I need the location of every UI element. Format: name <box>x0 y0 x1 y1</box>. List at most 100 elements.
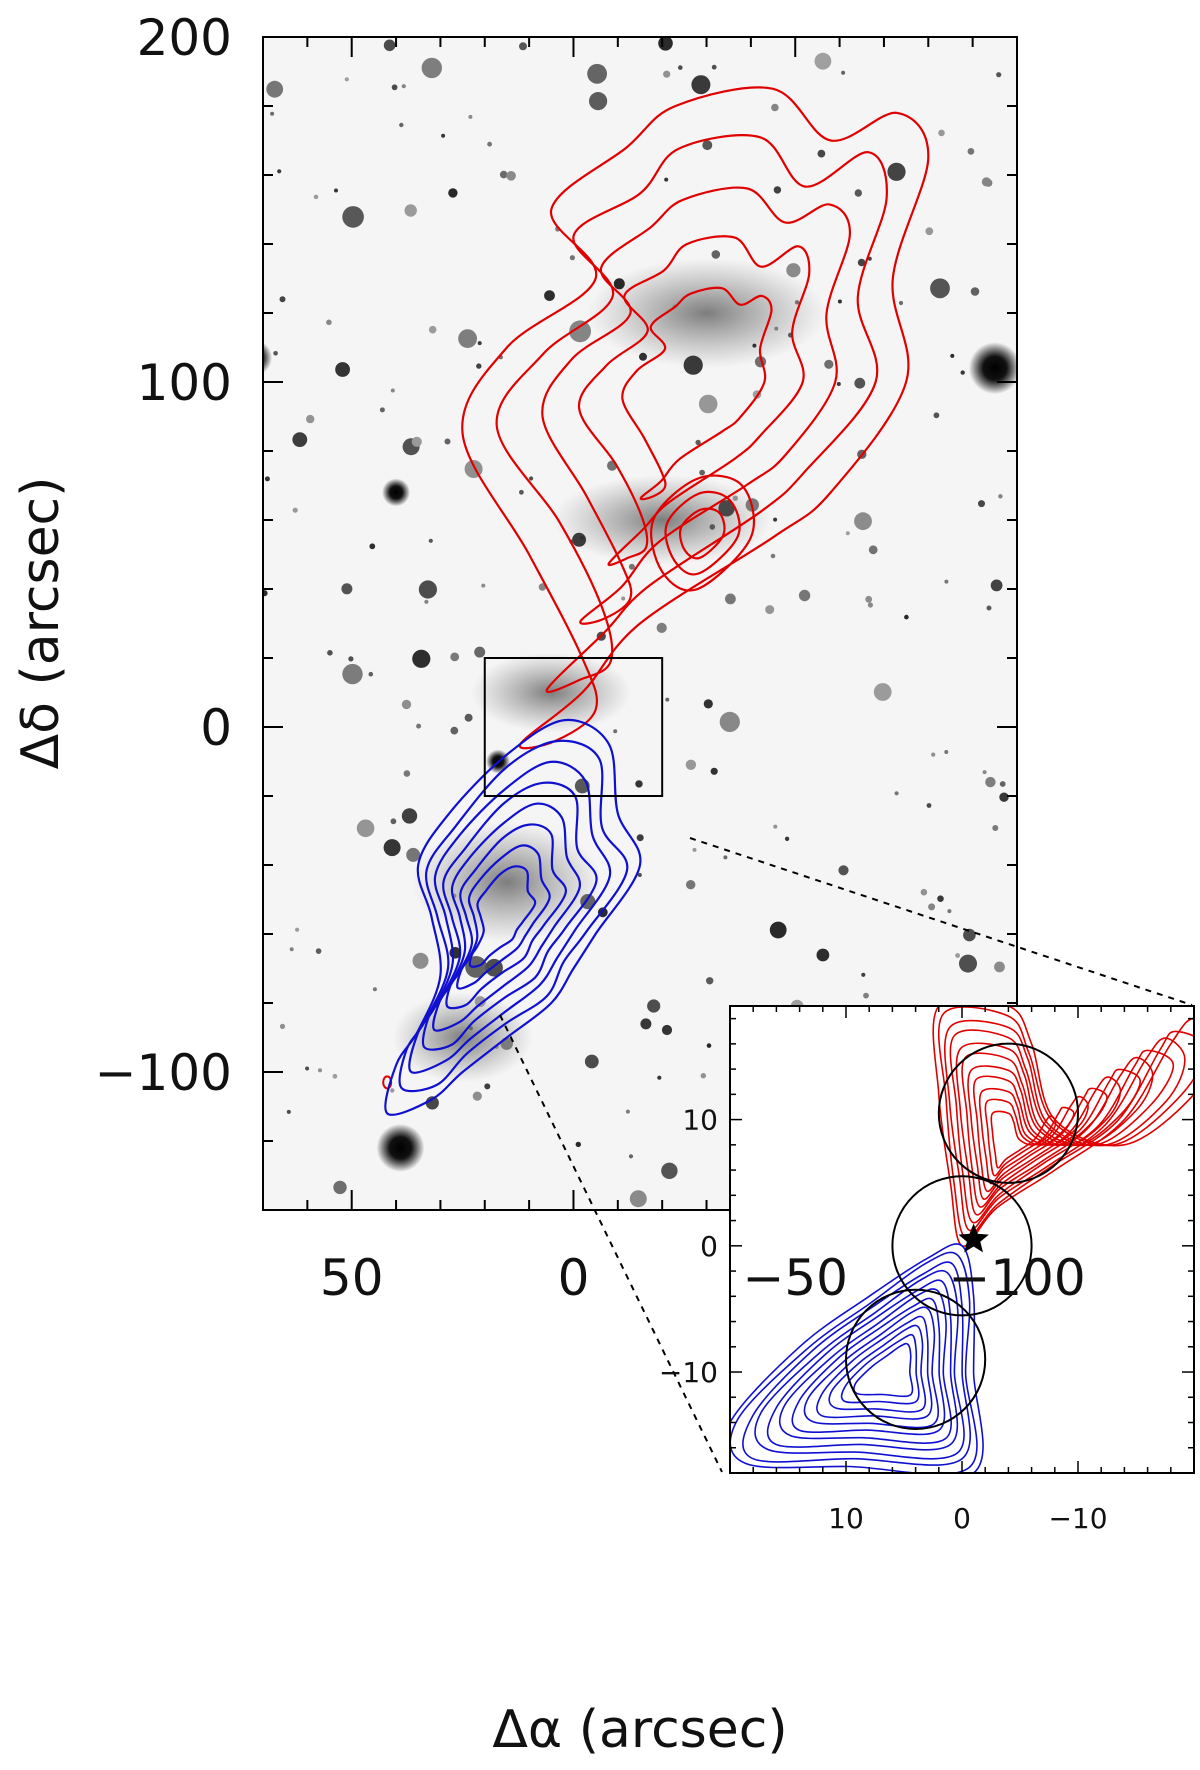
field-star <box>699 469 705 476</box>
bright-star <box>376 1123 425 1172</box>
field-star <box>798 589 811 602</box>
field-star <box>379 407 385 413</box>
field-star <box>963 928 976 942</box>
blue-contour <box>456 844 551 990</box>
field-star <box>999 781 1006 787</box>
field-star <box>904 614 909 620</box>
field-star <box>428 538 433 543</box>
field-star <box>786 263 801 278</box>
field-star <box>994 961 1005 973</box>
field-star <box>332 1073 338 1079</box>
inset-panel <box>729 1005 1195 1474</box>
field-star <box>317 1068 323 1073</box>
field-star <box>706 977 714 985</box>
field-star <box>771 103 779 112</box>
field-star <box>838 865 849 876</box>
field-star <box>926 803 932 808</box>
blue-contour <box>421 781 598 1051</box>
field-star <box>481 583 486 588</box>
field-star <box>342 663 363 685</box>
inset-blue-contour <box>730 1251 978 1473</box>
field-star <box>450 726 459 735</box>
field-star <box>628 563 635 570</box>
field-star <box>412 649 431 668</box>
inset-background <box>730 1006 1194 1473</box>
field-star <box>711 64 717 70</box>
red-contour <box>495 134 888 694</box>
field-star <box>706 1043 712 1048</box>
y-axis-label: Δδ (arcsec) <box>11 477 71 770</box>
connector-line-bottom <box>499 1014 723 1473</box>
field-star <box>418 580 437 599</box>
inset-y-tick-label: 10 <box>682 1104 718 1137</box>
field-star <box>970 287 980 296</box>
field-star <box>383 839 401 857</box>
field-star <box>867 256 872 261</box>
field-star <box>474 646 486 658</box>
field-star <box>824 359 834 369</box>
x-tick-label: −100 <box>948 1249 1085 1307</box>
field-star <box>292 432 308 447</box>
field-star <box>845 531 850 536</box>
y-tick-label: 100 <box>137 354 232 412</box>
field-star <box>327 650 333 656</box>
field-star <box>326 319 332 326</box>
field-star <box>773 517 778 522</box>
field-star <box>854 189 862 197</box>
field-star <box>333 1180 347 1195</box>
field-star <box>589 92 608 111</box>
blue-contour <box>445 823 567 1010</box>
field-star <box>390 818 397 825</box>
field-star <box>441 133 446 138</box>
field-star <box>587 63 607 84</box>
field-star <box>315 948 322 954</box>
field-star <box>406 847 421 862</box>
field-star <box>637 873 642 877</box>
field-star <box>774 326 779 331</box>
field-star <box>404 204 417 217</box>
bright-star <box>263 342 273 374</box>
field-star <box>898 300 904 306</box>
field-star <box>925 227 934 236</box>
field-star <box>944 750 949 754</box>
field-star <box>472 1091 482 1101</box>
field-star <box>784 836 790 841</box>
field-star <box>894 791 899 796</box>
field-star <box>678 65 683 70</box>
field-star <box>765 605 775 615</box>
x-tick-label: 0 <box>558 1249 590 1307</box>
x-tick-label: 50 <box>320 1249 384 1307</box>
inset-blue-contour <box>816 1315 933 1420</box>
field-star <box>967 148 975 155</box>
field-star <box>814 52 832 70</box>
red-contour <box>650 474 755 592</box>
field-star <box>996 72 1002 78</box>
field-star <box>944 579 949 584</box>
field-star <box>401 808 418 824</box>
field-star <box>691 75 711 95</box>
field-star <box>752 343 757 348</box>
field-star <box>998 494 1003 499</box>
inset-red-contour <box>967 1065 1122 1200</box>
blue-contour <box>432 802 581 1032</box>
inset-blue-contour <box>828 1324 927 1413</box>
field-star <box>933 412 940 419</box>
field-star <box>279 1023 286 1029</box>
field-star <box>841 70 846 75</box>
field-star <box>295 927 300 932</box>
field-star <box>356 819 375 838</box>
field-star <box>647 999 661 1013</box>
inset-y-tick-label: 0 <box>700 1230 718 1263</box>
field-star <box>444 438 451 445</box>
field-star <box>955 953 960 958</box>
blue-contour <box>408 760 612 1074</box>
beam-circle <box>845 1288 987 1431</box>
field-star <box>773 824 778 829</box>
field-star <box>817 149 826 158</box>
field-star <box>854 377 866 389</box>
field-star <box>665 697 670 702</box>
field-star <box>579 535 584 540</box>
main-panel <box>262 36 1018 1211</box>
field-star <box>947 909 952 914</box>
